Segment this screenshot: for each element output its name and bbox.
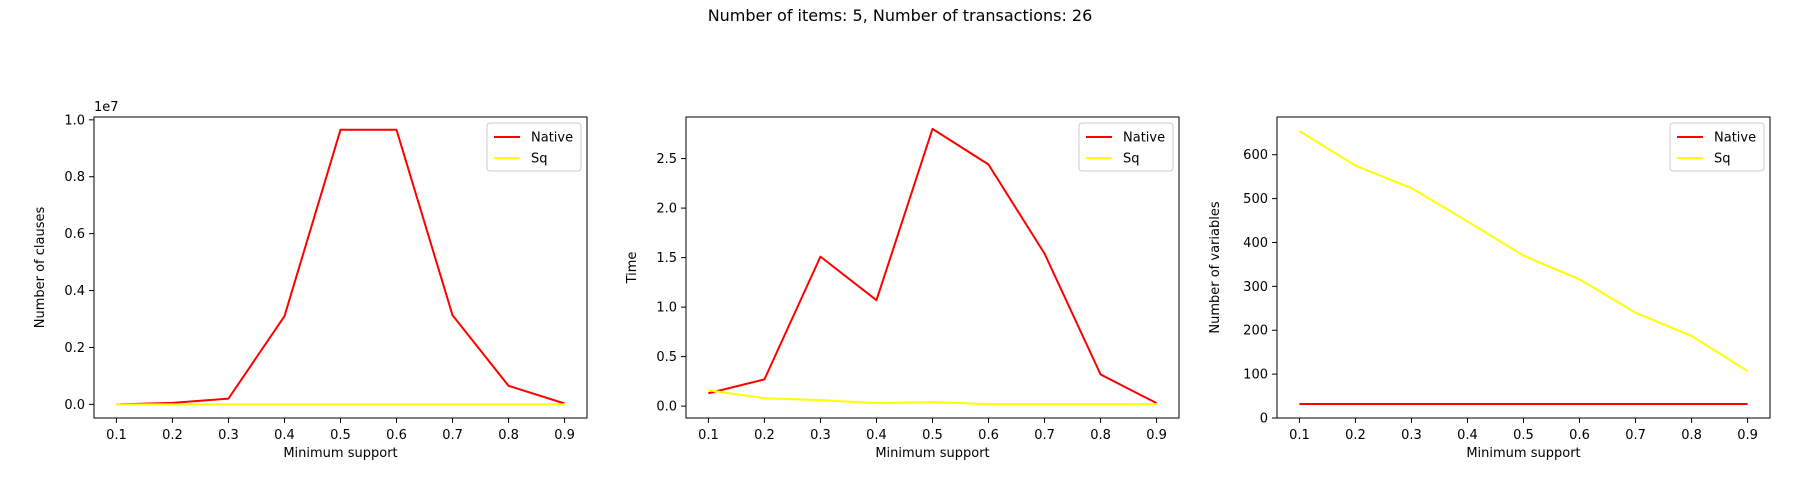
y-tick-label: 2.0: [656, 202, 677, 217]
y-tick-label: 400: [1243, 236, 1268, 251]
x-tick-label: 0.6: [1569, 428, 1590, 443]
x-tick-label: 0.9: [1146, 428, 1167, 443]
y-tick-label: 2.5: [656, 152, 677, 167]
x-tick-label: 0.7: [442, 428, 463, 443]
x-tick-label: 0.9: [554, 428, 575, 443]
x-tick-label: 0.8: [1681, 428, 1702, 443]
x-tick-label: 0.1: [106, 428, 127, 443]
y-offset-label: 1e7: [94, 100, 119, 115]
y-tick-label: 0: [1260, 412, 1268, 427]
legend-label-sq: Sq: [1714, 152, 1731, 167]
x-tick-label: 0.8: [1090, 428, 1111, 443]
x-tick-label: 0.6: [978, 428, 999, 443]
legend-label-native: Native: [1123, 131, 1165, 146]
subplot-1: 0.1 0.2 0.3 0.4 0.5 0.6 0.7 0.8 0.9 0.0 0.2 0.4 0.6 0…: [33, 100, 588, 461]
series-line-native: [708, 127, 1158, 405]
x-tick-label: 0.5: [330, 428, 351, 443]
x-tick-label: 0.3: [218, 428, 239, 443]
x-tick-label: 0.3: [810, 428, 831, 443]
x-tick-label: 0.4: [866, 428, 887, 443]
y-tick-label: 1.5: [656, 251, 677, 266]
series-line-native: [116, 128, 565, 406]
subplot-2: 0.1 0.2 0.3 0.4 0.5 0.6 0.7 0.8 0.9 0.0 0.5 1.0 1.5 2…: [625, 116, 1180, 461]
x-tick-label: 0.2: [754, 428, 775, 443]
x-tick-label: 0.7: [1034, 428, 1055, 443]
y-tick-label: 0.0: [656, 400, 677, 415]
x-tick-label: 0.8: [498, 428, 519, 443]
x-tick-label: 0.5: [922, 428, 943, 443]
y-tick-label: 600: [1243, 148, 1268, 163]
y-axis-label: Number of clauses: [33, 207, 48, 329]
x-axis-label: Minimum support: [1466, 446, 1580, 461]
x-tick-label: 0.6: [386, 428, 407, 443]
x-tick-label: 0.3: [1401, 428, 1422, 443]
y-tick-label: 0.0: [64, 398, 85, 413]
legend: Native Sq: [1078, 122, 1174, 172]
x-tick-label: 0.2: [1345, 428, 1366, 443]
y-axis-label: Time: [625, 252, 640, 285]
legend-label-sq: Sq: [1123, 152, 1140, 167]
x-tick-label: 0.9: [1737, 428, 1758, 443]
legend: Native Sq: [486, 122, 582, 172]
x-tick-label: 0.7: [1625, 428, 1646, 443]
x-axis-label: Minimum support: [283, 446, 397, 461]
legend-label-native: Native: [531, 131, 573, 146]
y-tick-label: 1.0: [656, 301, 677, 316]
y-tick-label: 0.8: [64, 170, 85, 185]
x-tick-label: 0.5: [1513, 428, 1534, 443]
x-tick-label: 0.1: [698, 428, 719, 443]
x-tick-label: 0.4: [1457, 428, 1478, 443]
legend-label-sq: Sq: [531, 152, 548, 167]
y-tick-label: 1.0: [64, 113, 85, 128]
y-tick-label: 500: [1243, 192, 1268, 207]
y-tick-label: 0.4: [64, 284, 85, 299]
subplot-3: 0.1 0.2 0.3 0.4 0.5 0.6 0.7 0.8 0.9 0 100 200 300 400…: [1208, 116, 1771, 461]
y-tick-label: 0.2: [64, 341, 85, 356]
x-axis-label: Minimum support: [875, 446, 989, 461]
y-axis-label: Number of variables: [1208, 201, 1223, 333]
series-line-sq: [708, 389, 1157, 406]
x-tick-label: 0.2: [162, 428, 183, 443]
legend-label-native: Native: [1714, 131, 1756, 146]
y-tick-label: 0.5: [656, 350, 677, 365]
y-tick-label: 0.6: [64, 227, 85, 242]
figure-title: Number of items: 5, Number of transactio…: [707, 6, 1093, 25]
series-line-sq: [1298, 130, 1749, 372]
y-tick-label: 300: [1243, 280, 1268, 295]
y-tick-label: 100: [1243, 368, 1268, 383]
legend: Native Sq: [1669, 122, 1765, 172]
x-tick-label: 0.4: [274, 428, 295, 443]
y-tick-label: 200: [1243, 324, 1268, 339]
x-tick-label: 0.1: [1289, 428, 1310, 443]
